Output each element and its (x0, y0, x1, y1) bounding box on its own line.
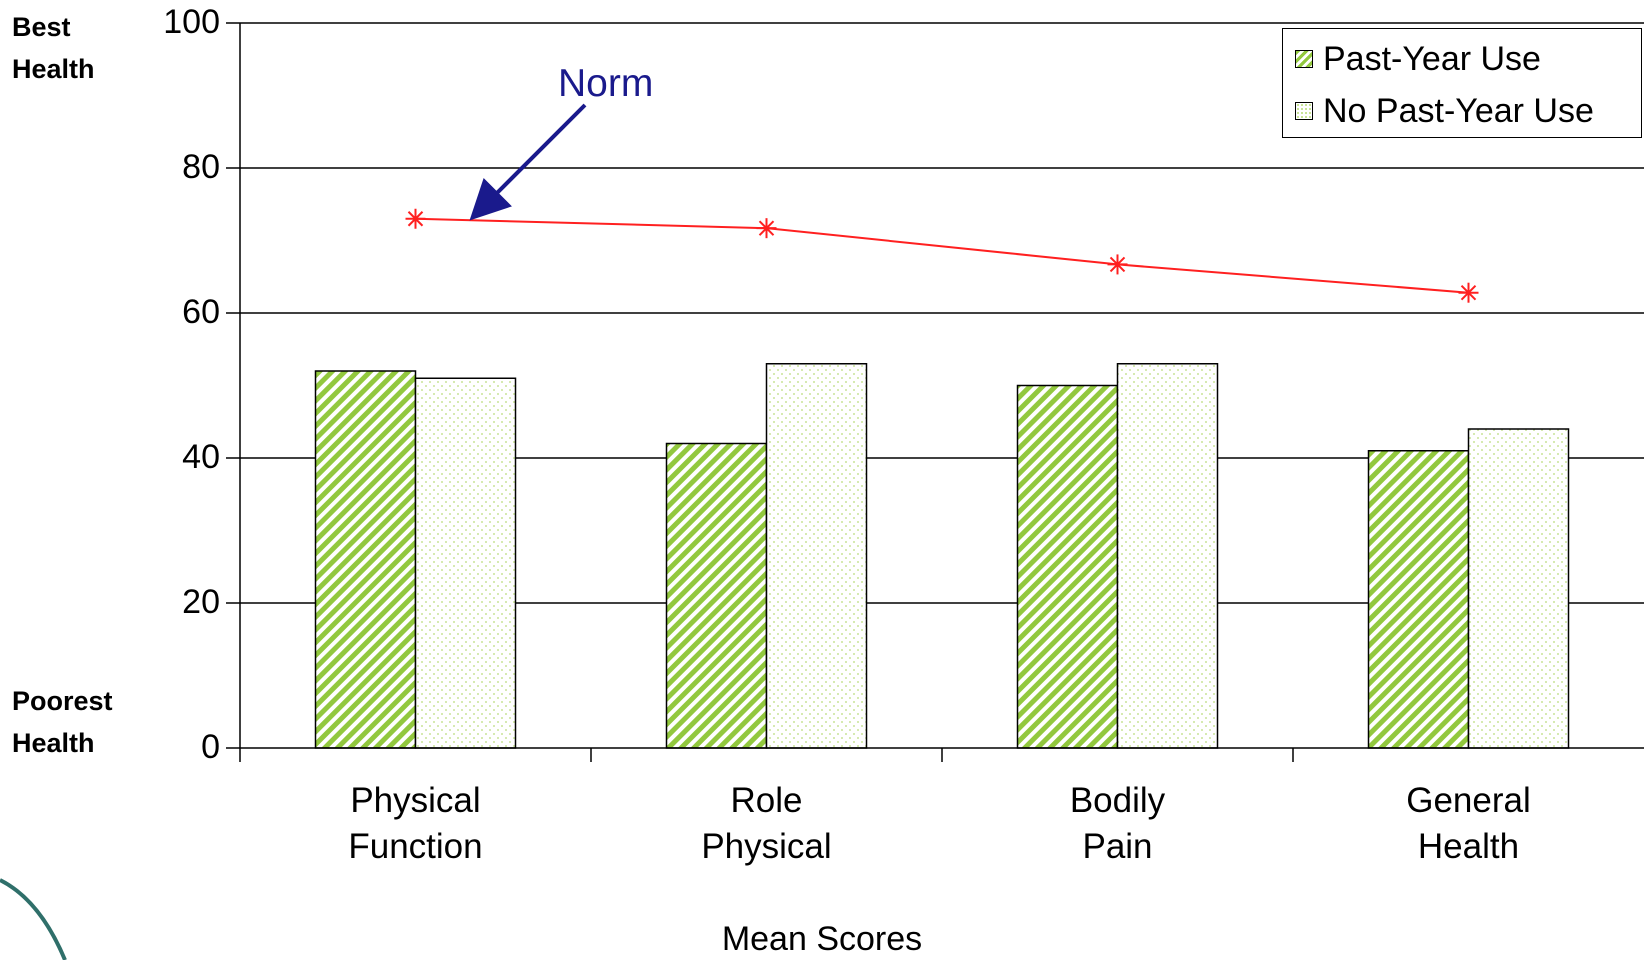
bar-past-year-use (665, 442, 768, 749)
norm-marker (756, 218, 777, 239)
y-tick-label: 0 (201, 728, 220, 766)
x-category-label: Bodily Pain (1069, 781, 1166, 866)
x-category-label: Physical Function (348, 781, 483, 866)
norm-line (415, 217, 1469, 294)
y-bottom-label-line1: Poorest (12, 686, 113, 716)
y-bottom-label: Poorest Health (12, 680, 113, 764)
y-bottom-label-line2: Health (12, 728, 95, 758)
legend-item-past-year: Past-Year Use (1295, 39, 1541, 79)
legend-item-no-past-year: No Past-Year Use (1295, 91, 1594, 131)
bar-no-past-year-use (1116, 363, 1219, 749)
bar-past-year-use (314, 370, 417, 749)
bar-no-past-year-use (765, 363, 868, 749)
y-top-label-line2: Health (12, 54, 95, 84)
bar-past-year-use (1367, 450, 1470, 749)
y-top-label: Best Health (12, 6, 95, 90)
bar-no-past-year-use (1467, 428, 1570, 749)
legend-swatch-dotted (1295, 102, 1313, 120)
norm-marker-stroke (1109, 256, 1126, 273)
x-category-label: General Health (1406, 781, 1531, 866)
norm-marker-stroke (1460, 284, 1477, 301)
norm-marker (405, 208, 426, 229)
x-axis-title: Mean Scores (721, 920, 923, 958)
bar-no-past-year-use (414, 377, 517, 749)
legend-swatch-hatched (1295, 50, 1313, 68)
norm-annotation: Norm (558, 62, 654, 105)
x-category-label: Role Physical (701, 781, 832, 866)
legend: Past-Year Use No Past-Year Use (1282, 28, 1642, 138)
norm-marker (1107, 254, 1128, 275)
y-tick-label: 20 (182, 583, 220, 621)
legend-label: No Past-Year Use (1323, 91, 1594, 130)
bar-past-year-use (1016, 384, 1119, 749)
norm-marker-stroke (407, 211, 424, 227)
y-top-label-line1: Best (12, 12, 71, 42)
y-tick-label: 60 (182, 293, 220, 331)
y-tick-label: 80 (182, 148, 220, 186)
y-tick-label: 100 (163, 3, 220, 41)
decorative-swoosh (0, 878, 67, 960)
norm-marker-stroke (758, 220, 775, 236)
legend-label: Past-Year Use (1323, 39, 1541, 78)
norm-arrow (469, 103, 587, 221)
norm-marker (1458, 282, 1479, 303)
y-tick-label: 40 (182, 438, 220, 476)
